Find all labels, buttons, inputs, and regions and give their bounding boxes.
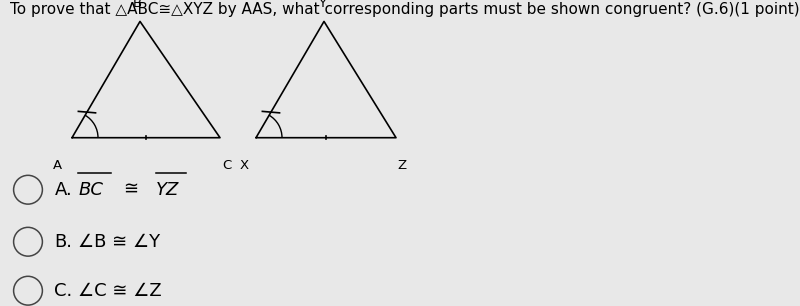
Text: A: A: [53, 159, 62, 172]
Text: ∠C ≅ ∠Z: ∠C ≅ ∠Z: [78, 282, 162, 300]
Text: C.: C.: [54, 282, 73, 300]
Text: BC: BC: [78, 181, 103, 199]
Text: ≅: ≅: [122, 181, 138, 199]
Text: To prove that △ABC≅△XYZ by AAS, what corresponding parts must be shown congruent: To prove that △ABC≅△XYZ by AAS, what cor…: [10, 2, 799, 17]
Text: YZ: YZ: [156, 181, 180, 199]
Text: Z: Z: [398, 159, 407, 172]
Text: A.: A.: [54, 181, 72, 199]
Text: B.: B.: [54, 233, 73, 251]
Text: ∠B ≅ ∠Y: ∠B ≅ ∠Y: [78, 233, 161, 251]
Text: X: X: [239, 159, 249, 172]
Text: C: C: [222, 159, 231, 172]
Text: Y: Y: [318, 0, 326, 9]
Text: B: B: [133, 0, 142, 9]
